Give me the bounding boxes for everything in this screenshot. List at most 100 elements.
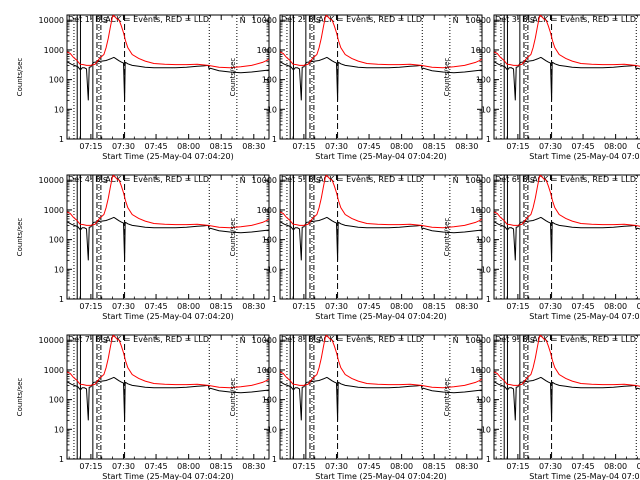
x-tick-label: 08:30 (242, 142, 265, 151)
x-tick-label: 07:15 (292, 462, 315, 471)
n-marker-label: N (453, 336, 459, 345)
y-tick-label: 1000 (257, 206, 277, 215)
y-tick-label: 10 (267, 105, 277, 114)
x-tick-label: 07:15 (79, 142, 102, 151)
s-marker-label: S (103, 16, 108, 25)
x-axis-label: Start Time (25-May-04 07:04:20) (529, 152, 640, 161)
y-tick-label: 10000 (39, 336, 64, 345)
detector-panel-6: Det 6: BLACK = Events, RED = LLD 1 10 100 10… (443, 174, 640, 321)
series-group (494, 15, 640, 101)
y-tick-label: 10000 (39, 16, 64, 25)
y-tick-label: 10000 (39, 176, 64, 185)
y-tick-label: 1 (59, 455, 64, 464)
y-tick-label: 1000 (44, 206, 64, 215)
series-line-events (280, 56, 482, 101)
y-tick-label: 1 (486, 455, 491, 464)
x-tick-label: 08:15 (637, 462, 640, 471)
s-marker-label: S (316, 16, 321, 25)
y-tick-label: 10000 (252, 336, 277, 345)
x-tick-label: 08:00 (390, 302, 413, 311)
x-tick-label: 07:15 (79, 302, 102, 311)
x-tick-label: 08:15 (637, 142, 640, 151)
x-tick-label: 07:45 (145, 142, 168, 151)
x-tick-label: 07:45 (145, 302, 168, 311)
y-tick-label: 100 (49, 396, 64, 405)
y-tick-label: 100 (49, 236, 64, 245)
plot-frame (493, 174, 640, 300)
x-tick-label: 07:45 (572, 462, 595, 471)
s-marker-label: S (316, 176, 321, 185)
x-tick-label: 07:15 (79, 462, 102, 471)
y-tick-label: 1000 (471, 206, 491, 215)
panel-title: Det 3: BLACK = Events, RED = LLD (495, 15, 636, 24)
detector-panel-3: Det 3: BLACK = Events, RED = LLD 1 10 100 10… (443, 14, 640, 161)
y-tick-label: 1 (486, 295, 491, 304)
detector-panel-1: Det 1: BLACK = Events, RED = LLD 1 10 100 10… (16, 14, 270, 161)
y-tick-label: 1 (272, 455, 277, 464)
y-tick-label: 10000 (252, 176, 277, 185)
x-tick-label: 08:30 (242, 302, 265, 311)
plot-frame (279, 174, 483, 300)
x-tick-label: 07:30 (112, 462, 135, 471)
y-tick-label: 1000 (44, 366, 64, 375)
plot-frame (66, 14, 270, 140)
series-group (494, 175, 640, 261)
x-axis-label: Start Time (25-May-04 07:04:20) (315, 312, 446, 321)
x-tick-label: 07:15 (506, 142, 529, 151)
s-marker-label: S (103, 176, 108, 185)
x-tick-label: 07:30 (539, 462, 562, 471)
y-tick-label: 1 (272, 295, 277, 304)
x-tick-label: 07:15 (506, 462, 529, 471)
series-group (280, 335, 482, 421)
y-tick-label: 10 (267, 425, 277, 434)
series-group (67, 175, 269, 261)
detector-panel-9: Det 9: BLACK = Events, RED = LLD 1 10 100 10… (443, 334, 640, 480)
x-tick-label: 08:30 (455, 302, 478, 311)
series-line-events (494, 56, 640, 101)
panel-title: Det 8: BLACK = Events, RED = LLD (281, 335, 422, 344)
n-marker-label: N (453, 176, 459, 185)
series-line-lld (494, 175, 640, 227)
series-line-events (494, 216, 640, 261)
y-tick-label: 1000 (44, 46, 64, 55)
x-tick-label: 08:00 (177, 462, 200, 471)
x-tick-label: 08:15 (423, 142, 446, 151)
plot-frame (493, 334, 640, 460)
y-tick-label: 1 (59, 295, 64, 304)
y-tick-label: 10 (54, 105, 64, 114)
series-line-lld (494, 15, 640, 67)
series-line-lld (280, 335, 482, 389)
x-axis-label: Start Time (25-May-04 07:04:20) (315, 472, 446, 480)
series-line-events (67, 376, 269, 421)
detector-panel-8: Det 8: BLACK = Events, RED = LLD 1 10 100 10… (229, 334, 483, 480)
panel-title: Det 5: BLACK = Events, RED = LLD (281, 175, 422, 184)
s-marker-label: S (530, 176, 535, 185)
y-tick-label: 10 (481, 105, 491, 114)
y-tick-label: 10 (54, 425, 64, 434)
y-tick-label: 1000 (257, 46, 277, 55)
n-marker-label: N (240, 176, 246, 185)
y-axis-label: Counts/sec (229, 378, 237, 417)
x-tick-label: 07:45 (358, 462, 381, 471)
y-tick-label: 1 (486, 135, 491, 144)
y-tick-label: 100 (262, 76, 277, 85)
x-tick-label: 08:30 (455, 462, 478, 471)
x-tick-label: 08:15 (210, 462, 233, 471)
n-marker-label: N (453, 16, 459, 25)
series-line-lld (280, 15, 482, 69)
series-line-lld (67, 15, 269, 69)
x-tick-label: 08:00 (604, 142, 627, 151)
x-tick-label: 08:15 (210, 302, 233, 311)
series-group (494, 335, 640, 421)
y-axis-label: Counts/sec (16, 58, 24, 97)
x-tick-label: 07:30 (539, 302, 562, 311)
s-marker-label: S (316, 336, 321, 345)
y-axis-label: Counts/sec (443, 378, 451, 417)
y-tick-label: 10 (267, 265, 277, 274)
x-axis-label: Start Time (25-May-04 07:04:20) (315, 152, 446, 161)
plot-frame (66, 174, 270, 300)
plot-frame (279, 334, 483, 460)
x-tick-label: 08:00 (177, 142, 200, 151)
x-tick-label: 08:15 (423, 462, 446, 471)
